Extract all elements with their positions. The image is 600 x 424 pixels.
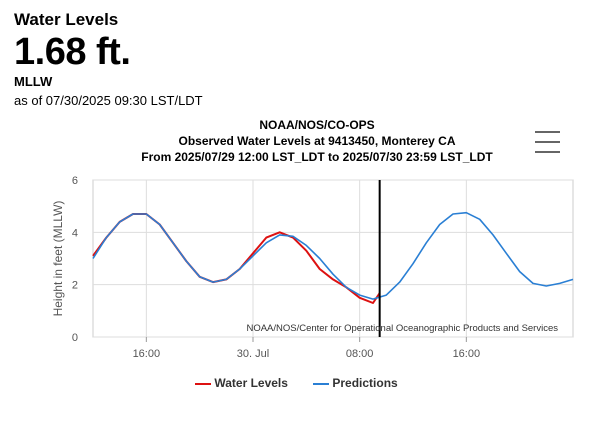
hamburger-menu-icon[interactable]	[532, 127, 562, 157]
predictions-line	[92, 211, 574, 300]
y-tick-label: 0	[72, 332, 78, 344]
chart-title: NOAA/NOS/CO-OPS	[259, 118, 375, 132]
legend-label-water-levels: Water Levels	[214, 376, 288, 390]
x-tick-label: 30. Jul	[237, 348, 269, 360]
page-title: Water Levels	[14, 10, 119, 29]
datum-label: MLLW	[14, 74, 53, 89]
chart-subtitle: Observed Water Levels at 9413450, Monter…	[178, 134, 456, 148]
predictions-legend-swatch	[313, 382, 329, 385]
water-levels-legend-swatch	[195, 382, 211, 385]
menu-line	[535, 141, 560, 143]
plot-area-border	[92, 179, 574, 338]
x-tick-label: 16:00	[453, 348, 481, 360]
chart-date-range: From 2025/07/29 12:00 LST_LDT to 2025/07…	[141, 150, 493, 164]
chart-credits: NOAA/NOS/Center for Operational Oceanogr…	[246, 323, 558, 334]
x-tick-label: 16:00	[133, 348, 161, 360]
as-of-timestamp: as of 07/30/2025 09:30 LST/LDT	[14, 93, 203, 108]
current-water-level-value: 1.68 ft.	[14, 31, 131, 73]
y-tick-label: 2	[72, 280, 78, 292]
legend-label-predictions: Predictions	[332, 376, 398, 390]
legend-item-predictions[interactable]: Predictions	[313, 376, 398, 390]
x-tick-label: 08:00	[346, 348, 374, 360]
menu-line	[535, 131, 560, 133]
y-tick-label: 4	[72, 227, 78, 239]
legend-item-water-levels[interactable]: Water Levels	[195, 376, 288, 390]
y-axis-label: Height in feet (MLLW)	[51, 201, 65, 317]
menu-line	[535, 151, 560, 153]
y-tick-label: 6	[72, 175, 78, 187]
water-levels-line	[92, 213, 381, 304]
